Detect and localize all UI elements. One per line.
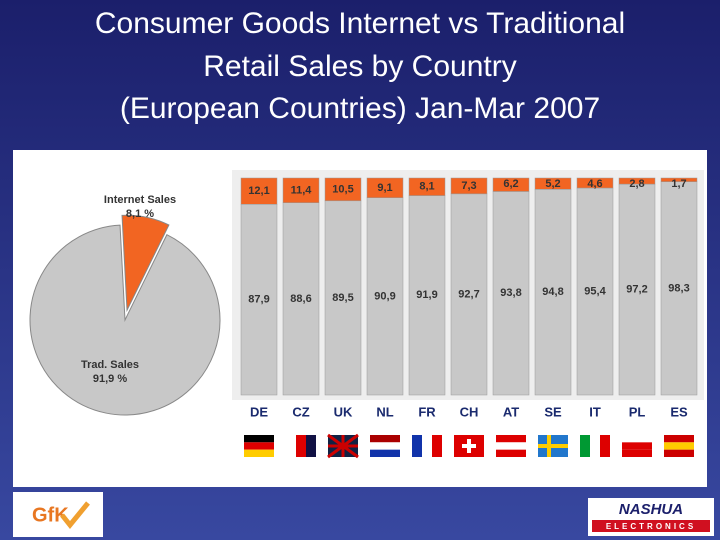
bar-value-label: 89,5 (332, 292, 353, 304)
x-tick-label: CZ (292, 404, 309, 419)
bar-segment (660, 181, 698, 396)
pie-label: Internet Sales (104, 194, 176, 206)
bar-segment (576, 177, 614, 189)
flag-stripe (370, 442, 400, 450)
bar-value-label: 95,4 (584, 285, 606, 297)
title-line: Consumer Goods Internet vs Traditional (95, 7, 625, 40)
title-line: Retail Sales by Country (203, 50, 516, 83)
bar-value-label: 91,9 (416, 289, 437, 301)
x-tick-label: IT (589, 404, 601, 419)
bar-segment (450, 177, 488, 195)
flag-stripe (412, 435, 422, 457)
bar-value-label: 1,7 (671, 178, 686, 190)
bar-segment (408, 177, 446, 196)
bar-segment (576, 187, 614, 396)
logo: NASHUA (619, 501, 683, 518)
title-line: (European Countries) Jan-Mar 2007 (120, 92, 600, 125)
bar-value-label: 93,8 (500, 287, 521, 299)
bar-value-label: 10,5 (332, 183, 353, 195)
logo-check (60, 501, 90, 529)
bar-value-label: 9,1 (377, 182, 392, 194)
bar-value-label: 4,6 (587, 178, 602, 190)
pie-slice (121, 214, 170, 313)
bar-segment (492, 191, 530, 396)
x-tick-label: ES (670, 404, 688, 419)
flag-stripe (600, 435, 610, 457)
flag-stripe (496, 449, 526, 457)
flag-stripe (286, 435, 296, 457)
flag-stripe (244, 449, 274, 457)
flag-stripe (590, 435, 600, 457)
flag-stripe (664, 435, 694, 443)
bar-value-label: 98,3 (668, 282, 689, 294)
flag-cross (462, 439, 476, 453)
bar-value-label: 5,2 (545, 178, 560, 190)
x-tick-label: UK (334, 404, 353, 419)
bar-segment (618, 177, 656, 185)
logo: ELECTRONICS (606, 522, 696, 531)
bar-segment (324, 200, 362, 396)
flag-stripe (432, 435, 442, 457)
bar-segment (366, 197, 404, 396)
logo: GfK (32, 504, 69, 526)
flag-stripe (306, 435, 316, 457)
bar-segment (366, 177, 404, 198)
bar-segment (450, 193, 488, 396)
bar-segment (324, 177, 362, 202)
bar-segment (660, 177, 698, 182)
pie-value-label: 8,1 % (126, 208, 154, 220)
logo-box (13, 492, 103, 537)
logo-band (592, 520, 710, 532)
flag-cross (327, 433, 359, 459)
bar-segment (408, 195, 446, 396)
bar-value-label: 88,6 (290, 293, 311, 305)
x-tick-label: FR (418, 404, 436, 419)
bar-segment (240, 177, 278, 205)
bar-value-label: 94,8 (542, 286, 563, 298)
x-tick-label: SE (544, 404, 562, 419)
flag-stripe (370, 449, 400, 457)
flag-cross (538, 435, 568, 457)
flag-stripe (622, 442, 652, 450)
flag-stripe (244, 435, 274, 443)
bar-value-label: 12,1 (248, 185, 269, 197)
x-tick-label: NL (376, 404, 393, 419)
bar-segment (282, 202, 320, 396)
flag-stripe (296, 435, 306, 457)
bar-segment (240, 204, 278, 396)
flag-stripe (622, 449, 652, 457)
x-tick-label: AT (503, 404, 519, 419)
bar-segment (282, 177, 320, 203)
flag-stripe (664, 449, 694, 457)
bar-value-label: 2,8 (629, 178, 644, 190)
bar-value-label: 6,2 (503, 178, 518, 190)
x-tick-label: PL (629, 404, 646, 419)
flag-stripe (496, 442, 526, 450)
flag-stripe (580, 435, 590, 457)
bar-value-label: 90,9 (374, 290, 395, 302)
pie-label: Trad. Sales (81, 359, 139, 371)
flag-stripe (622, 435, 652, 443)
flag-stripe (664, 442, 694, 450)
bar-value-label: 92,7 (458, 288, 479, 300)
bar-segment (534, 177, 572, 190)
bar-value-label: 97,2 (626, 283, 647, 295)
bar-value-label: 87,9 (248, 294, 269, 306)
pie-value-label: 91,9 % (93, 373, 127, 385)
flag-stripe (422, 435, 432, 457)
bar-value-label: 11,4 (291, 184, 313, 196)
x-tick-label: DE (250, 404, 268, 419)
bar-value-label: 8,1 (419, 181, 434, 193)
x-tick-label: CH (460, 404, 479, 419)
pie-slice (29, 224, 221, 416)
flag-stripe (244, 442, 274, 450)
flag-stripe (370, 435, 400, 443)
bar-segment (492, 177, 530, 192)
bar-value-label: 7,3 (461, 180, 476, 192)
flag-stripe (496, 435, 526, 443)
